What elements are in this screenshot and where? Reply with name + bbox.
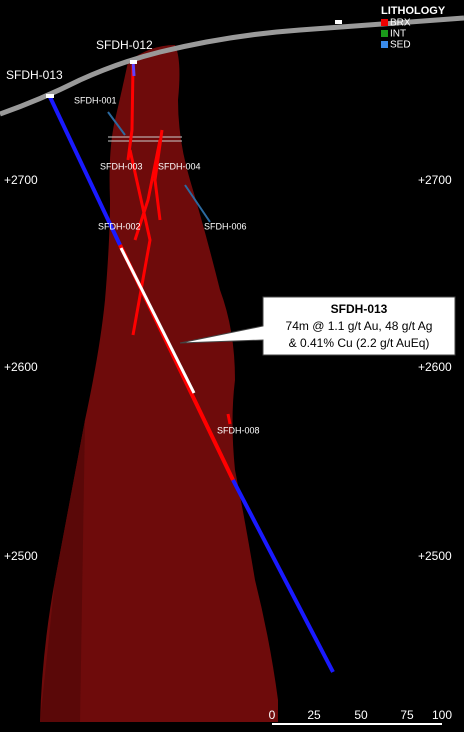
legend-label: SED [390,40,411,51]
drill-hole [126,64,135,161]
legend-swatch [381,41,388,48]
elevation-label: +2500 [418,549,452,563]
hole-label: SFDH-012 [96,38,153,52]
scale-label: 75 [400,708,414,722]
callout-line: 74m @ 1.1 g/t Au, 48 g/t Ag [286,319,433,333]
hole-label: SFDH-002 [98,221,141,231]
drill-hole [153,129,164,221]
collar [46,94,54,98]
leader [184,184,211,223]
collar [335,20,342,24]
legend-swatch [381,19,388,26]
drill-hole [226,413,232,425]
drill-hole [231,479,335,673]
scale-label: 100 [432,708,452,722]
drill-hole [48,96,122,246]
hole-label: SFDH-003 [100,161,143,171]
leader [107,111,126,136]
elevation-label: +2700 [4,173,38,187]
callout-box [179,296,456,356]
ore-body-shade [40,420,85,722]
callout-line: & 0.41% Cu (2.2 g/t AuEq) [289,336,430,350]
topography [0,15,464,117]
drill-hole [128,149,152,336]
legend-swatch [381,30,388,37]
scale-label: 25 [307,708,321,722]
hole-label: SFDH-013 [6,68,63,82]
scale-label: 50 [354,708,368,722]
drill-hole [133,139,162,241]
legend-label: BRX [390,18,411,29]
ore-body [40,45,278,722]
hole-label: SFDH-001 [74,95,117,105]
legend-title: LITHOLOGY [381,5,446,17]
elevation-label: +2600 [418,360,452,374]
elevation-label: +2600 [4,360,38,374]
collar [130,60,137,64]
callout-title: SFDH-013 [331,302,388,316]
elevation-label: +2500 [4,549,38,563]
legend-label: INT [390,29,406,40]
elevation-label: +2700 [418,173,452,187]
intercept [119,247,196,394]
hole-label: SFDH-004 [158,161,201,171]
scale-label: 0 [269,708,276,722]
hole-label: SFDH-006 [204,221,247,231]
hole-label: SFDH-008 [217,425,260,435]
